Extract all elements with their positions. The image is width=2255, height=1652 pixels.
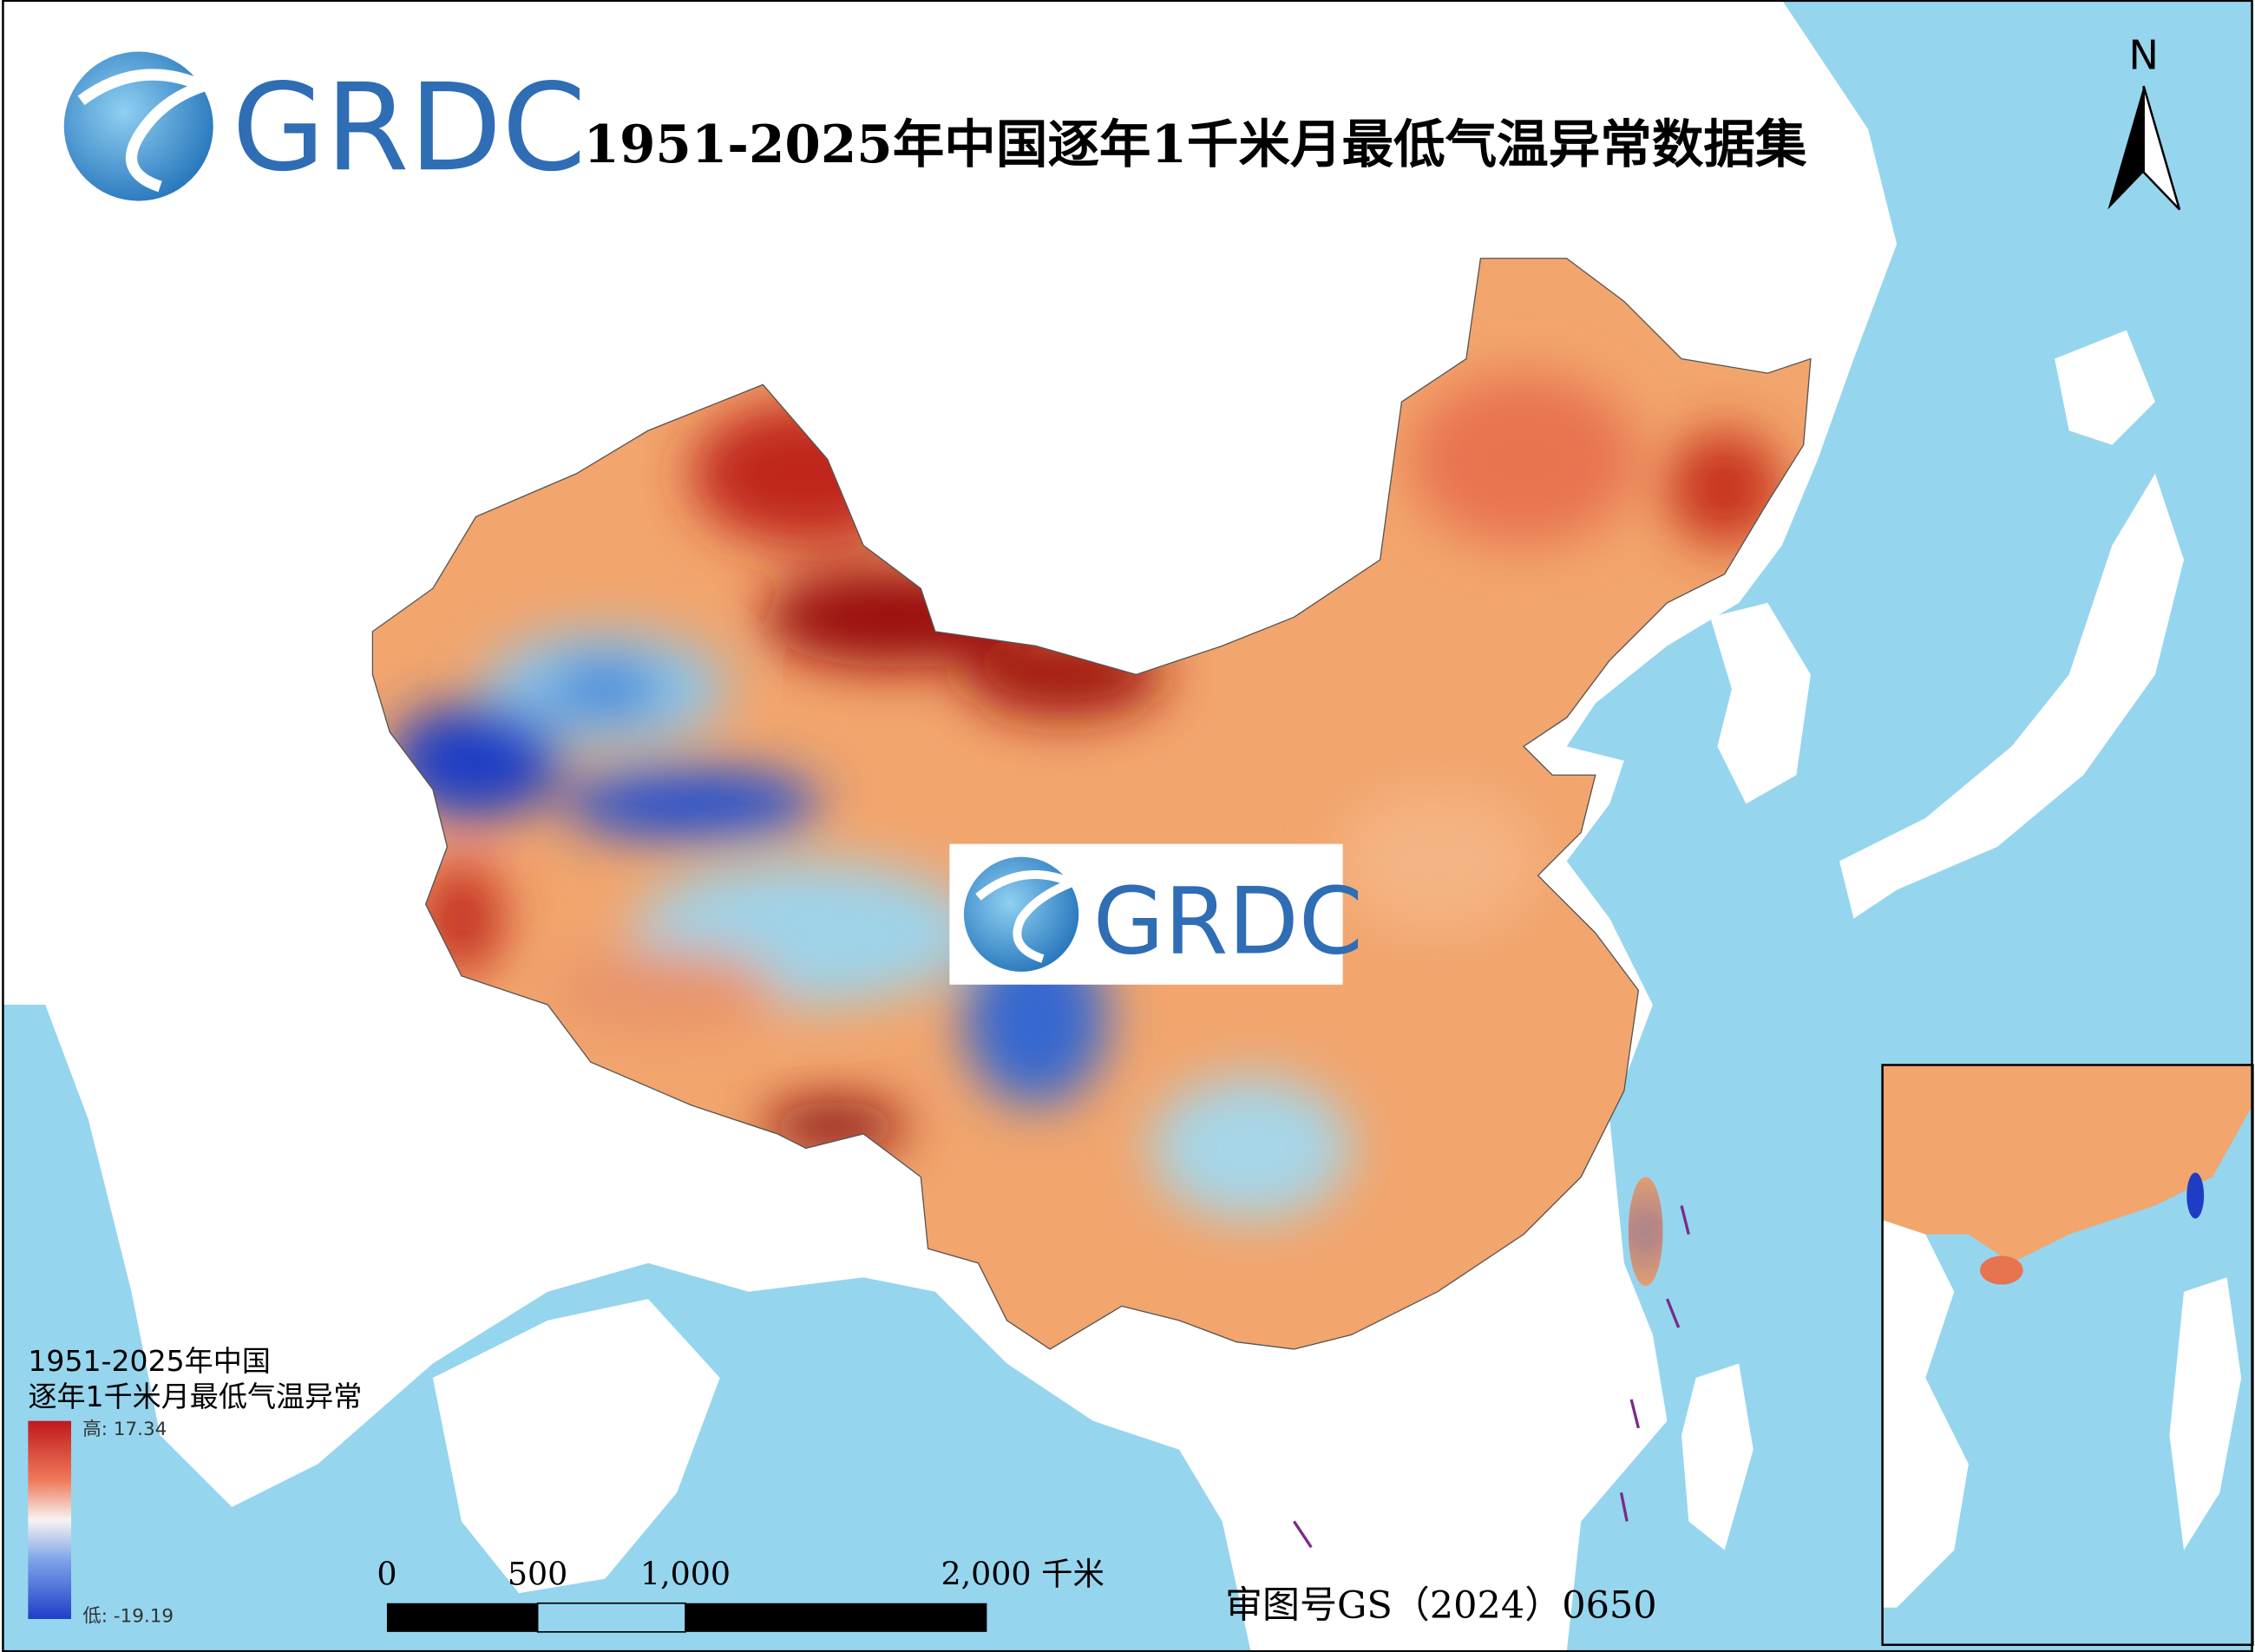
logo: GRDC xyxy=(63,51,586,201)
land xyxy=(1710,602,1811,804)
legend-colorbar xyxy=(28,1420,71,1619)
logo-swoosh xyxy=(77,69,220,193)
dash xyxy=(1680,1205,1690,1236)
scale-segment xyxy=(685,1603,987,1632)
raster-cold xyxy=(1631,1195,1661,1268)
logo-text: GRDC xyxy=(232,57,586,198)
dash xyxy=(1665,1298,1681,1328)
approval-number: 审图号GS（2024）0650 xyxy=(1225,1583,1657,1627)
dash-line xyxy=(1293,1205,1690,1549)
inset-land xyxy=(1882,1220,1969,1608)
scale-segment xyxy=(386,1603,538,1632)
china-border xyxy=(371,258,1812,1350)
inset-raster xyxy=(2186,1172,2205,1219)
legend-low: 低: -19.19 xyxy=(82,1605,174,1627)
dash xyxy=(1619,1492,1629,1522)
raster-cold xyxy=(561,768,821,840)
land xyxy=(1839,473,2185,919)
inset-raster xyxy=(1882,1065,2253,1263)
north-label: N xyxy=(2128,31,2159,78)
inset-land xyxy=(2169,1277,2242,1550)
legend: 1951-2025年中国 逐年1千米月最低气温异常 高: 17.34 低: -1… xyxy=(28,1344,362,1627)
scale-bar: 0 500 1,000 2,000 千米 xyxy=(377,1555,1105,1633)
raster-cold xyxy=(547,659,663,718)
inset-raster xyxy=(1980,1255,2023,1285)
scale-label: 0 xyxy=(377,1555,397,1592)
legend-title: 逐年1千米月最低气温异常 xyxy=(28,1380,362,1413)
scale-label: 2,000 千米 xyxy=(941,1555,1104,1592)
land xyxy=(2055,330,2155,445)
scale-label: 1,000 xyxy=(640,1555,731,1592)
map-title: 1951-2025年中国逐年1千米月最低气温异常数据集 xyxy=(584,115,1807,175)
legend-title: 1951-2025年中国 xyxy=(28,1344,271,1378)
dash xyxy=(1629,1399,1641,1429)
raster-warm xyxy=(1408,373,1639,546)
watermark-text: GRDC xyxy=(1093,868,1363,974)
watermark: GRDC xyxy=(949,843,1363,985)
scale-segment xyxy=(536,1602,686,1633)
watermark-swoosh xyxy=(975,870,1083,963)
legend-high: 高: 17.34 xyxy=(82,1419,167,1440)
dash xyxy=(1293,1520,1313,1549)
raster-warm xyxy=(1337,789,1538,934)
raster-hot xyxy=(1667,430,1782,546)
land xyxy=(1681,1363,1754,1550)
north-arrow-right xyxy=(2142,85,2181,211)
raster-cool xyxy=(1150,1076,1352,1221)
inset-map xyxy=(1881,1064,2254,1646)
raster-warm xyxy=(547,947,777,1034)
scale-label: 500 xyxy=(508,1555,567,1592)
land xyxy=(432,1299,720,1594)
